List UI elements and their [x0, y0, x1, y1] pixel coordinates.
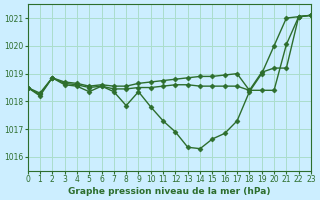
X-axis label: Graphe pression niveau de la mer (hPa): Graphe pression niveau de la mer (hPa)	[68, 187, 270, 196]
